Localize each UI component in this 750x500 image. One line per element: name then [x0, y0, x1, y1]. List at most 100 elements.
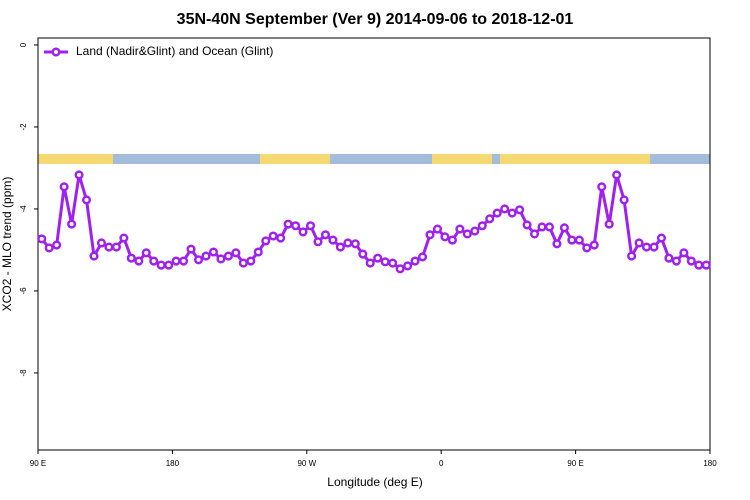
point	[432, 224, 443, 234]
point	[417, 252, 428, 262]
point	[111, 242, 121, 252]
ocean-strip	[38, 154, 710, 164]
x-tick-label: 90 E	[30, 459, 46, 468]
point	[694, 260, 704, 270]
point	[425, 230, 435, 240]
point	[231, 248, 241, 258]
x-tick-label: 90 W	[297, 459, 316, 468]
point	[193, 255, 204, 265]
plot-frame	[37, 37, 711, 451]
point	[373, 253, 383, 263]
point	[156, 260, 166, 270]
point	[238, 258, 248, 268]
land-strip	[38, 154, 113, 164]
point	[126, 253, 136, 263]
land-strip	[260, 154, 330, 164]
point	[641, 242, 652, 252]
point	[552, 239, 562, 249]
point	[403, 261, 413, 271]
point	[261, 236, 271, 246]
point	[283, 219, 293, 229]
y-tick-label: -6	[19, 287, 28, 295]
y-tick-label: -4	[19, 205, 28, 213]
point	[515, 205, 525, 215]
x-tick-label: 180	[166, 459, 180, 468]
point	[627, 251, 637, 261]
point	[649, 242, 659, 252]
point	[470, 226, 480, 236]
point	[604, 219, 614, 229]
point	[485, 214, 495, 224]
point	[462, 229, 472, 239]
point	[559, 223, 569, 233]
point	[104, 242, 114, 252]
point	[664, 253, 674, 263]
point	[395, 264, 405, 274]
point	[89, 251, 99, 261]
point	[365, 258, 375, 268]
y-tick-label: -2	[19, 123, 28, 131]
point	[313, 237, 323, 247]
point	[328, 235, 338, 245]
point	[208, 247, 219, 257]
point	[522, 220, 532, 230]
point	[141, 248, 151, 258]
point	[447, 235, 457, 245]
point	[81, 195, 92, 205]
point	[149, 256, 159, 266]
point	[492, 208, 502, 218]
point	[119, 233, 129, 243]
point	[529, 229, 540, 239]
point	[612, 170, 622, 180]
point	[201, 251, 211, 261]
point	[634, 238, 644, 248]
point	[410, 256, 420, 266]
point	[582, 243, 592, 253]
point	[37, 234, 47, 244]
point	[619, 195, 629, 205]
point	[305, 221, 316, 231]
point	[455, 224, 465, 234]
point	[589, 240, 599, 250]
point	[216, 254, 226, 264]
y-axis-label: XCO2 - MLO trend (ppm)	[0, 177, 14, 312]
point	[253, 247, 263, 257]
y-tick-label: 0	[19, 42, 28, 47]
point	[507, 208, 517, 218]
point	[276, 233, 286, 243]
point	[171, 256, 181, 266]
point	[343, 238, 353, 248]
point	[134, 256, 144, 266]
x-tick-label: 90 E	[567, 459, 583, 468]
point	[686, 256, 696, 266]
point	[671, 256, 681, 266]
point	[186, 244, 196, 254]
point	[350, 239, 360, 249]
point	[335, 242, 345, 252]
point	[59, 182, 69, 192]
point	[544, 222, 555, 232]
x-tick-label: 0	[439, 459, 444, 468]
point	[388, 258, 398, 268]
land-strip	[432, 154, 492, 164]
point	[67, 219, 77, 229]
x-tick-label: 180	[703, 459, 717, 468]
point	[246, 256, 256, 266]
point	[223, 251, 233, 261]
x-axis-label: Longitude (deg E)	[327, 475, 422, 489]
chart-title: 35N-40N September (Ver 9) 2014-09-06 to …	[177, 11, 574, 28]
point	[440, 232, 450, 242]
point	[52, 240, 62, 250]
point	[380, 257, 390, 267]
point	[96, 238, 107, 248]
point	[656, 233, 667, 243]
point	[298, 227, 308, 237]
legend-marker	[51, 47, 61, 57]
point	[477, 221, 487, 231]
point	[44, 243, 54, 253]
point	[537, 222, 547, 232]
point	[320, 230, 331, 240]
point	[597, 182, 607, 192]
point	[291, 221, 301, 231]
